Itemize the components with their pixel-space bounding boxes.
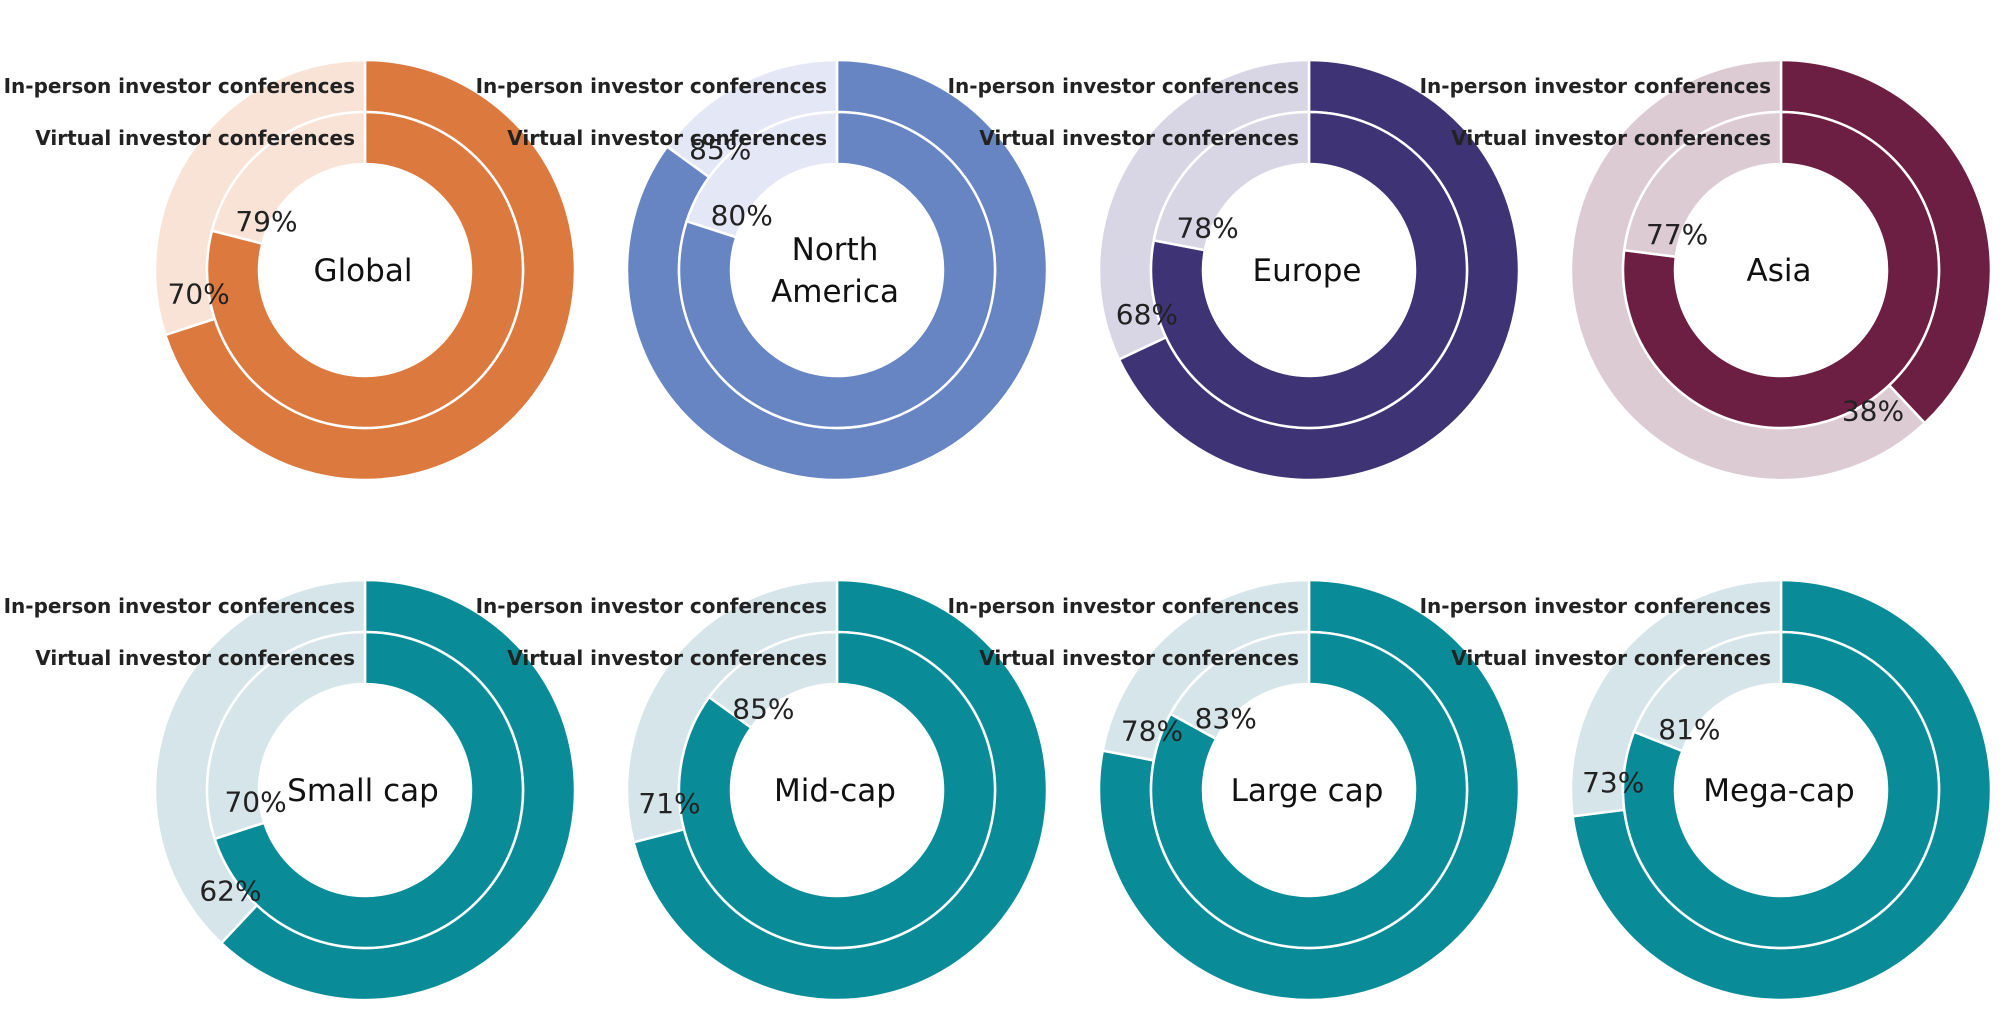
inner-ring-value-slice (205, 110, 525, 430)
inner-ring-value-slice (1149, 110, 1469, 430)
inner-ring-remainder-slice (1622, 110, 1783, 259)
outer-ring-series-label: In-person investor conferences (4, 74, 355, 98)
outer-ring-percent-label: 73% (1582, 766, 1644, 799)
inner-ring-series-label: Virtual investor conferences (979, 126, 1299, 150)
inner-ring-percent-label: 70% (224, 785, 286, 818)
inner-ring-percent-label: 85% (732, 692, 794, 725)
outer-ring-series-label: In-person investor conferences (476, 74, 827, 98)
outer-ring-percent-label: 38% (1842, 395, 1904, 428)
inner-ring-value-slice (677, 110, 997, 430)
donut-small-cap: 62% 70% In-person investor conferences Virt… (4, 578, 577, 1002)
inner-ring-remainder-slice (210, 110, 367, 246)
donut-large-cap: 78% 83% In-person investor conferences Virt… (948, 578, 1521, 1002)
donut-asia: 38% 77% In-person investor conferences Virt… (1420, 58, 1993, 482)
inner-ring-value-slice (213, 630, 525, 950)
donut-mega-cap: 73% 81% In-person investor conferences Virt… (1420, 578, 1993, 1002)
inner-ring-value-slice (677, 630, 997, 950)
inner-ring-series-label: Virtual investor conferences (507, 646, 827, 670)
donut-center-label: Large cap (1231, 773, 1384, 809)
donut-center-label: Small cap (287, 773, 439, 809)
inner-ring-remainder-slice (1168, 630, 1311, 741)
donut-global: 70% 79% In-person investor conferences Virt… (4, 58, 577, 482)
donut-europe: 68% 78% In-person investor conferences Virt… (948, 58, 1521, 482)
inner-ring-value-slice (1621, 630, 1941, 950)
outer-ring-percent-label: 78% (1121, 714, 1183, 747)
donut-center-label: Mid-cap (774, 773, 896, 809)
donut-center-label: Europe (1252, 253, 1361, 289)
inner-ring-remainder-slice (205, 630, 367, 841)
donut-center-label: Asia (1747, 253, 1812, 289)
inner-ring-value-slice (1149, 630, 1469, 950)
inner-ring-remainder-slice (685, 110, 839, 239)
inner-ring-series-label: Virtual investor conferences (979, 646, 1299, 670)
outer-ring-series-label: In-person investor conferences (4, 594, 355, 618)
outer-ring-series-label: In-person investor conferences (948, 594, 1299, 618)
outer-ring-percent-label: 71% (638, 787, 700, 820)
donut-north-america: 85% 80% In-person investor conferences Virt… (476, 58, 1049, 482)
inner-ring-percent-label: 83% (1195, 702, 1257, 735)
donut-center-label: Mega-cap (1703, 773, 1854, 809)
inner-ring-percent-label: 81% (1658, 713, 1720, 746)
outer-ring-series-label: In-person investor conferences (1420, 594, 1771, 618)
inner-ring-percent-label: 80% (711, 199, 773, 232)
donut-center-label: America (771, 274, 899, 310)
inner-ring-remainder-slice (707, 630, 839, 730)
inner-ring-value-slice (1621, 110, 1941, 430)
inner-ring-remainder-slice (1152, 110, 1311, 252)
inner-ring-series-label: Virtual investor conferences (35, 646, 355, 670)
inner-ring-percent-label: 77% (1646, 218, 1708, 251)
inner-ring-remainder-slice (1632, 630, 1783, 753)
inner-ring-percent-label: 78% (1176, 211, 1238, 244)
outer-ring-percent-label: 70% (168, 277, 230, 310)
inner-ring-percent-label: 79% (235, 205, 297, 238)
donut-center-label: Global (314, 253, 413, 289)
donut-mid-cap: 71% 85% In-person investor conferences Virt… (476, 578, 1049, 1002)
inner-ring-series-label: Virtual investor conferences (507, 126, 827, 150)
outer-ring-percent-label: 62% (199, 875, 261, 908)
outer-ring-percent-label: 85% (689, 133, 751, 166)
outer-ring-series-label: In-person investor conferences (1420, 74, 1771, 98)
donut-center-label: North (792, 232, 879, 268)
inner-ring-series-label: Virtual investor conferences (1451, 126, 1771, 150)
outer-ring-percent-label: 68% (1116, 298, 1178, 331)
inner-ring-series-label: Virtual investor conferences (35, 126, 355, 150)
outer-ring-series-label: In-person investor conferences (948, 74, 1299, 98)
outer-ring-series-label: In-person investor conferences (476, 594, 827, 618)
inner-ring-series-label: Virtual investor conferences (1451, 646, 1771, 670)
